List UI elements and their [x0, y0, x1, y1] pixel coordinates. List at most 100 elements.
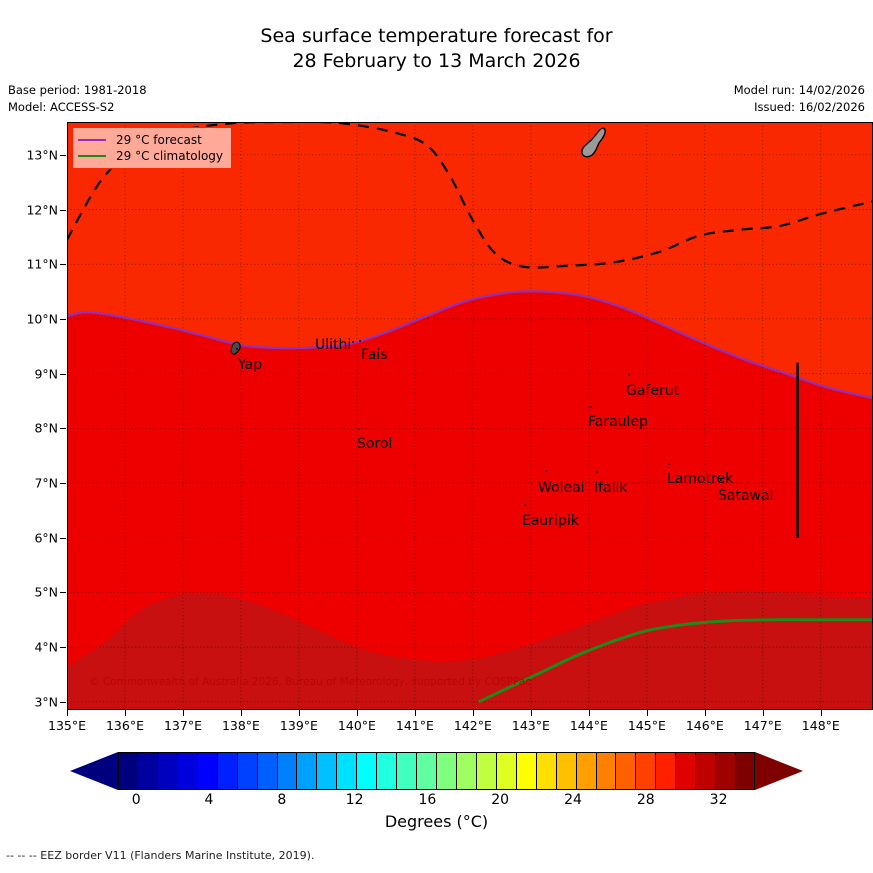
x-axis-tick-label: 146°E: [685, 718, 724, 733]
footer-note: -- -- -- EEZ border V11 (Flanders Marine…: [6, 849, 315, 862]
place-marker-dot: [590, 406, 592, 408]
place-label: Sorol: [357, 436, 393, 452]
x-axis-tick-mark: [414, 710, 416, 716]
place-marker-dot: [545, 470, 547, 472]
model-text: Model: ACCESS-S2: [8, 100, 115, 114]
y-axis-tick-mark: [60, 264, 66, 266]
x-axis-tick-mark: [356, 710, 358, 716]
legend-item-climatology: 29 °C climatology: [78, 148, 223, 164]
y-axis-tick-mark: [60, 154, 66, 156]
x-axis-tick-mark: [704, 710, 706, 716]
x-axis-tick-mark: [298, 710, 300, 716]
x-axis-tick-label: 141°E: [395, 718, 434, 733]
colorbar-segment: [675, 752, 696, 790]
colorbar-segment: [296, 752, 317, 790]
place-label: Lamotrek: [667, 471, 734, 487]
y-axis-tick-mark: [60, 373, 66, 375]
colorbar-segment: [655, 752, 676, 790]
colorbar-segment: [635, 752, 656, 790]
colorbar-segment: [376, 752, 397, 790]
colorbar-segment: [256, 752, 277, 790]
yap-island-shape: [230, 341, 241, 355]
legend-item-forecast: 29 °C forecast: [78, 132, 223, 148]
colorbar-segment: [615, 752, 636, 790]
colorbar-segment: [396, 752, 417, 790]
y-axis-tick-label: 8°N: [34, 420, 58, 436]
colorbar-segment: [156, 752, 177, 790]
x-axis-tick-mark: [646, 710, 648, 716]
metadata-left: Base period: 1981-2018 Model: ACCESS-S2: [8, 82, 147, 116]
colorbar-segment: [336, 752, 357, 790]
place-marker-dot: [596, 471, 598, 473]
x-axis-tick-label: 148°E: [801, 718, 840, 733]
legend-label-forecast: 29 °C forecast: [116, 133, 202, 147]
colorbar-segment: [118, 752, 137, 790]
y-axis-tick-label: 9°N: [34, 366, 58, 382]
y-axis-tick-label: 10°N: [26, 311, 58, 327]
place-marker-dot: [352, 341, 354, 343]
colorbar-tick-label: 32: [709, 792, 728, 808]
x-axis-tick-label: 139°E: [279, 718, 318, 733]
y-axis-tick-mark: [60, 209, 66, 211]
x-axis-tick-label: 145°E: [627, 718, 666, 733]
colorbar-tick-label: 0: [131, 792, 141, 808]
place-label: Yap: [238, 357, 263, 373]
colorbar-tick-label: 16: [418, 792, 437, 808]
climatology-contour-line: [478, 618, 873, 704]
place-label: Satawal: [718, 488, 774, 504]
place-marker-dot: [358, 428, 360, 430]
place-marker-dot: [236, 348, 238, 350]
x-axis-tick-label: 137°E: [163, 718, 202, 733]
place-marker-dot: [359, 340, 361, 342]
y-axis-tick-mark: [60, 483, 66, 484]
title-line-2: 28 February to 13 March 2026: [292, 50, 581, 72]
colorbar-segment: [436, 752, 456, 790]
place-label: Ulithi: [315, 337, 352, 353]
y-axis-tick-label: 7°N: [34, 475, 58, 491]
y-axis-tick-label: 3°N: [34, 694, 58, 710]
colorbar-segment: [695, 752, 716, 790]
colorbar-tick-label: 24: [564, 792, 582, 808]
map-plot-area[interactable]: Yap Ulithi Fais Sorol Gaferut Faraulep Woleai I…: [67, 122, 873, 710]
x-axis-tick-mark: [820, 710, 822, 716]
legend-label-climatology: 29 °C climatology: [116, 149, 224, 163]
x-axis-tick-mark: [588, 710, 590, 716]
colorbar-segment: [236, 752, 257, 790]
guam-island-shape: [581, 127, 606, 158]
colorbar-tick-label: 20: [491, 792, 510, 808]
colorbar-segment: [416, 752, 436, 790]
legend-line-climatology-icon: [78, 155, 106, 157]
colorbar-segment: [196, 752, 217, 790]
y-axis-tick-label: 12°N: [26, 202, 58, 218]
colorbar-segment: [276, 752, 297, 790]
x-axis-tick-label: 143°E: [511, 718, 550, 733]
x-axis-tick-mark: [472, 710, 474, 716]
colorbar-segments[interactable]: [118, 752, 755, 790]
model-run-text: Model run: 14/02/2026: [733, 83, 865, 97]
place-label: Eauripik: [522, 513, 579, 529]
colorbar-segment: [555, 752, 576, 790]
x-axis-tick-mark: [182, 710, 184, 716]
x-axis-tick-label: 138°E: [221, 718, 260, 733]
x-axis-tick-mark: [530, 710, 532, 716]
x-axis-tick-mark: [67, 710, 68, 716]
place-label: Gaferut: [626, 383, 680, 399]
colorbar-segment: [495, 752, 516, 790]
colorbar-segment: [136, 752, 157, 790]
colorbar-tick-label: 4: [204, 792, 214, 808]
x-axis-tick-label: 136°E: [105, 718, 144, 733]
base-period-text: Base period: 1981-2018: [8, 83, 147, 97]
copyright-text: © Commonwealth of Australia 2026, Bureau…: [89, 676, 532, 688]
y-axis-tick-label: 13°N: [26, 147, 58, 163]
metadata-right: Model run: 14/02/2026 Issued: 16/02/2026: [734, 82, 865, 116]
page-title: Sea surface temperature forecast for 28 …: [0, 24, 873, 74]
colorbar[interactable]: 0 4 8 12 16 20 24 28 32: [70, 752, 803, 808]
sst-heatmap[interactable]: Yap Ulithi Fais Sorol Gaferut Faraulep Woleai I…: [67, 122, 873, 710]
title-line-1: Sea surface temperature forecast for: [260, 25, 613, 47]
place-label: Ifalik: [594, 480, 628, 496]
colorbar-segment: [715, 752, 736, 790]
x-axis-tick-mark: [124, 710, 126, 716]
place-label: Faraulep: [588, 414, 648, 430]
x-axis-tick-label: 135°E: [47, 718, 87, 733]
legend-line-forecast-icon: [78, 139, 106, 141]
